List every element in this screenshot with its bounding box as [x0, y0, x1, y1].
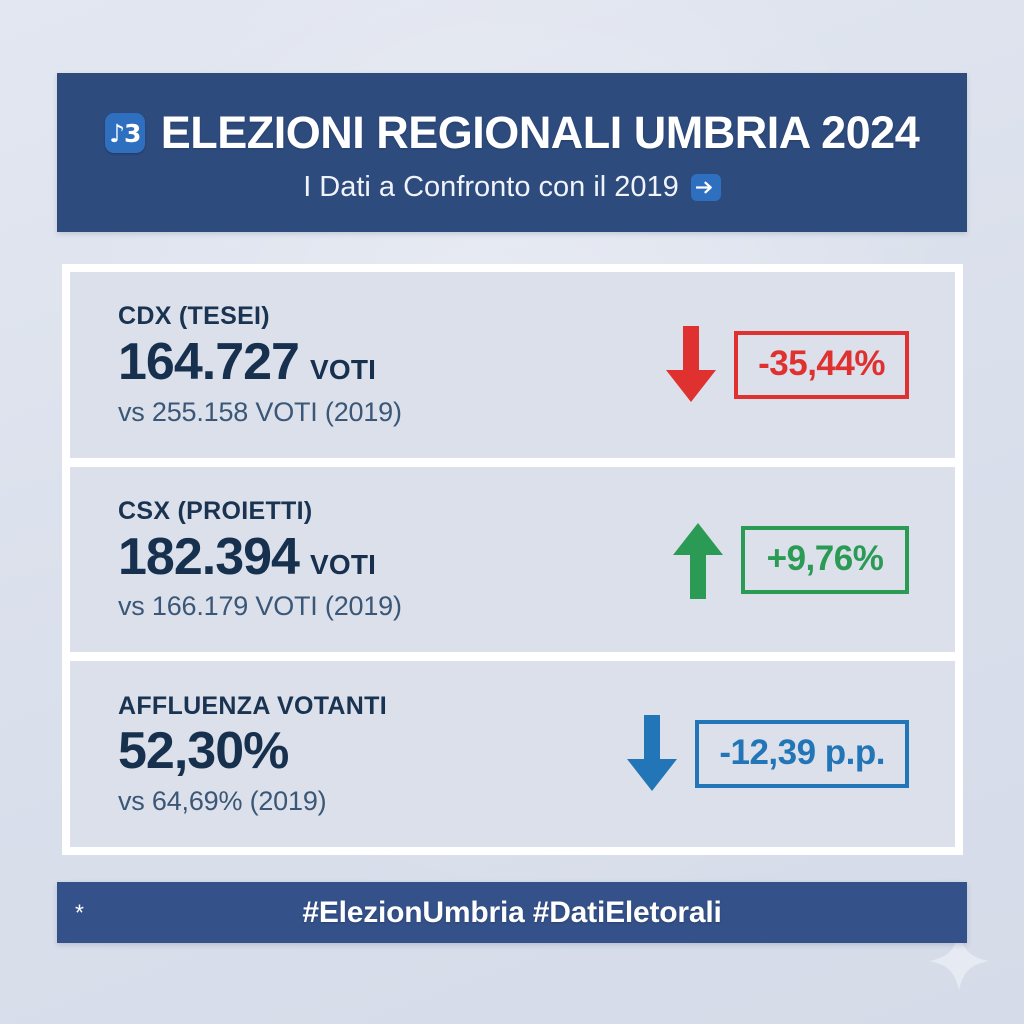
music-note-three-icon: ♪3 — [104, 113, 145, 153]
stat-delta-block: +9,76% — [671, 521, 909, 599]
logo-glyph: ♪3 — [109, 118, 141, 148]
header-subtitle: I Dati a Confronto con il 2019 — [303, 171, 679, 203]
page-title: ELEZIONI REGIONALI UMBRIA 2024 — [160, 107, 920, 158]
header-subtitle-row: I Dati a Confronto con il 2019 — [303, 171, 721, 204]
stat-comparison: vs 255.158 VOTI (2019) — [118, 396, 402, 427]
stat-value: 164.727 — [118, 332, 300, 391]
arrow-up-icon — [673, 522, 723, 599]
stat-comparison: vs 166.179 VOTI (2019) — [118, 591, 402, 622]
footer-hashtags: #ElezionUmbria #DatiEletorali — [302, 895, 722, 929]
stat-card-cdx: CDX (TESEI) 164.727 VOTI vs 255.158 VOTI… — [70, 272, 955, 458]
stat-value-row: 52,30% — [118, 724, 625, 779]
stat-value: 182.394 — [118, 527, 300, 586]
stat-value-row: 164.727 VOTI — [118, 335, 664, 390]
status-badge: -35,44% — [734, 330, 909, 399]
stat-label: CDX (TESEI) — [118, 302, 270, 331]
footer-banner: * #ElezionUmbria #DatiEletorali — [57, 882, 967, 943]
arrow-right-icon — [690, 174, 721, 201]
footnote-asterisk: * — [75, 899, 84, 925]
stat-card-csx: CSX (PROIETTI) 182.394 VOTI vs 166.179 V… — [70, 466, 955, 653]
stat-delta-block: -35,44% — [664, 325, 909, 404]
stat-label: AFFLUENZA VOTANTI — [118, 691, 387, 720]
stat-comparison: vs 64,69% (2019) — [118, 785, 327, 816]
stat-card-text-block: CSX (PROIETTI) 182.394 VOTI vs 166.179 V… — [118, 497, 671, 622]
stats-card-group: CDX (TESEI) 164.727 VOTI vs 255.158 VOTI… — [62, 264, 963, 855]
arrow-down-icon — [666, 325, 717, 402]
status-badge: -12,39 p.p. — [695, 720, 909, 789]
stat-label: CSX (PROIETTI) — [118, 496, 313, 525]
stat-value-unit: VOTI — [309, 353, 377, 385]
stat-card-affluenza: AFFLUENZA VOTANTI 52,30% vs 64,69% (2019… — [70, 661, 955, 848]
stat-value-row: 182.394 VOTI — [118, 527, 671, 586]
stat-delta-block: -12,39 p.p. — [625, 715, 909, 793]
status-badge: +9,76% — [741, 525, 909, 594]
stat-value: 52,30% — [118, 722, 289, 781]
stat-card-text-block: CDX (TESEI) 164.727 VOTI vs 255.158 VOTI… — [118, 302, 664, 427]
stat-value-unit: VOTI — [309, 548, 377, 580]
header-banner: ♪3 ELEZIONI REGIONALI UMBRIA 2024 I Dati… — [57, 73, 967, 232]
stat-card-text-block: AFFLUENZA VOTANTI 52,30% vs 64,69% (2019… — [118, 692, 625, 817]
arrow-down-icon — [627, 715, 678, 792]
header-title-row: ♪3 ELEZIONI REGIONALI UMBRIA 2024 — [104, 107, 920, 159]
